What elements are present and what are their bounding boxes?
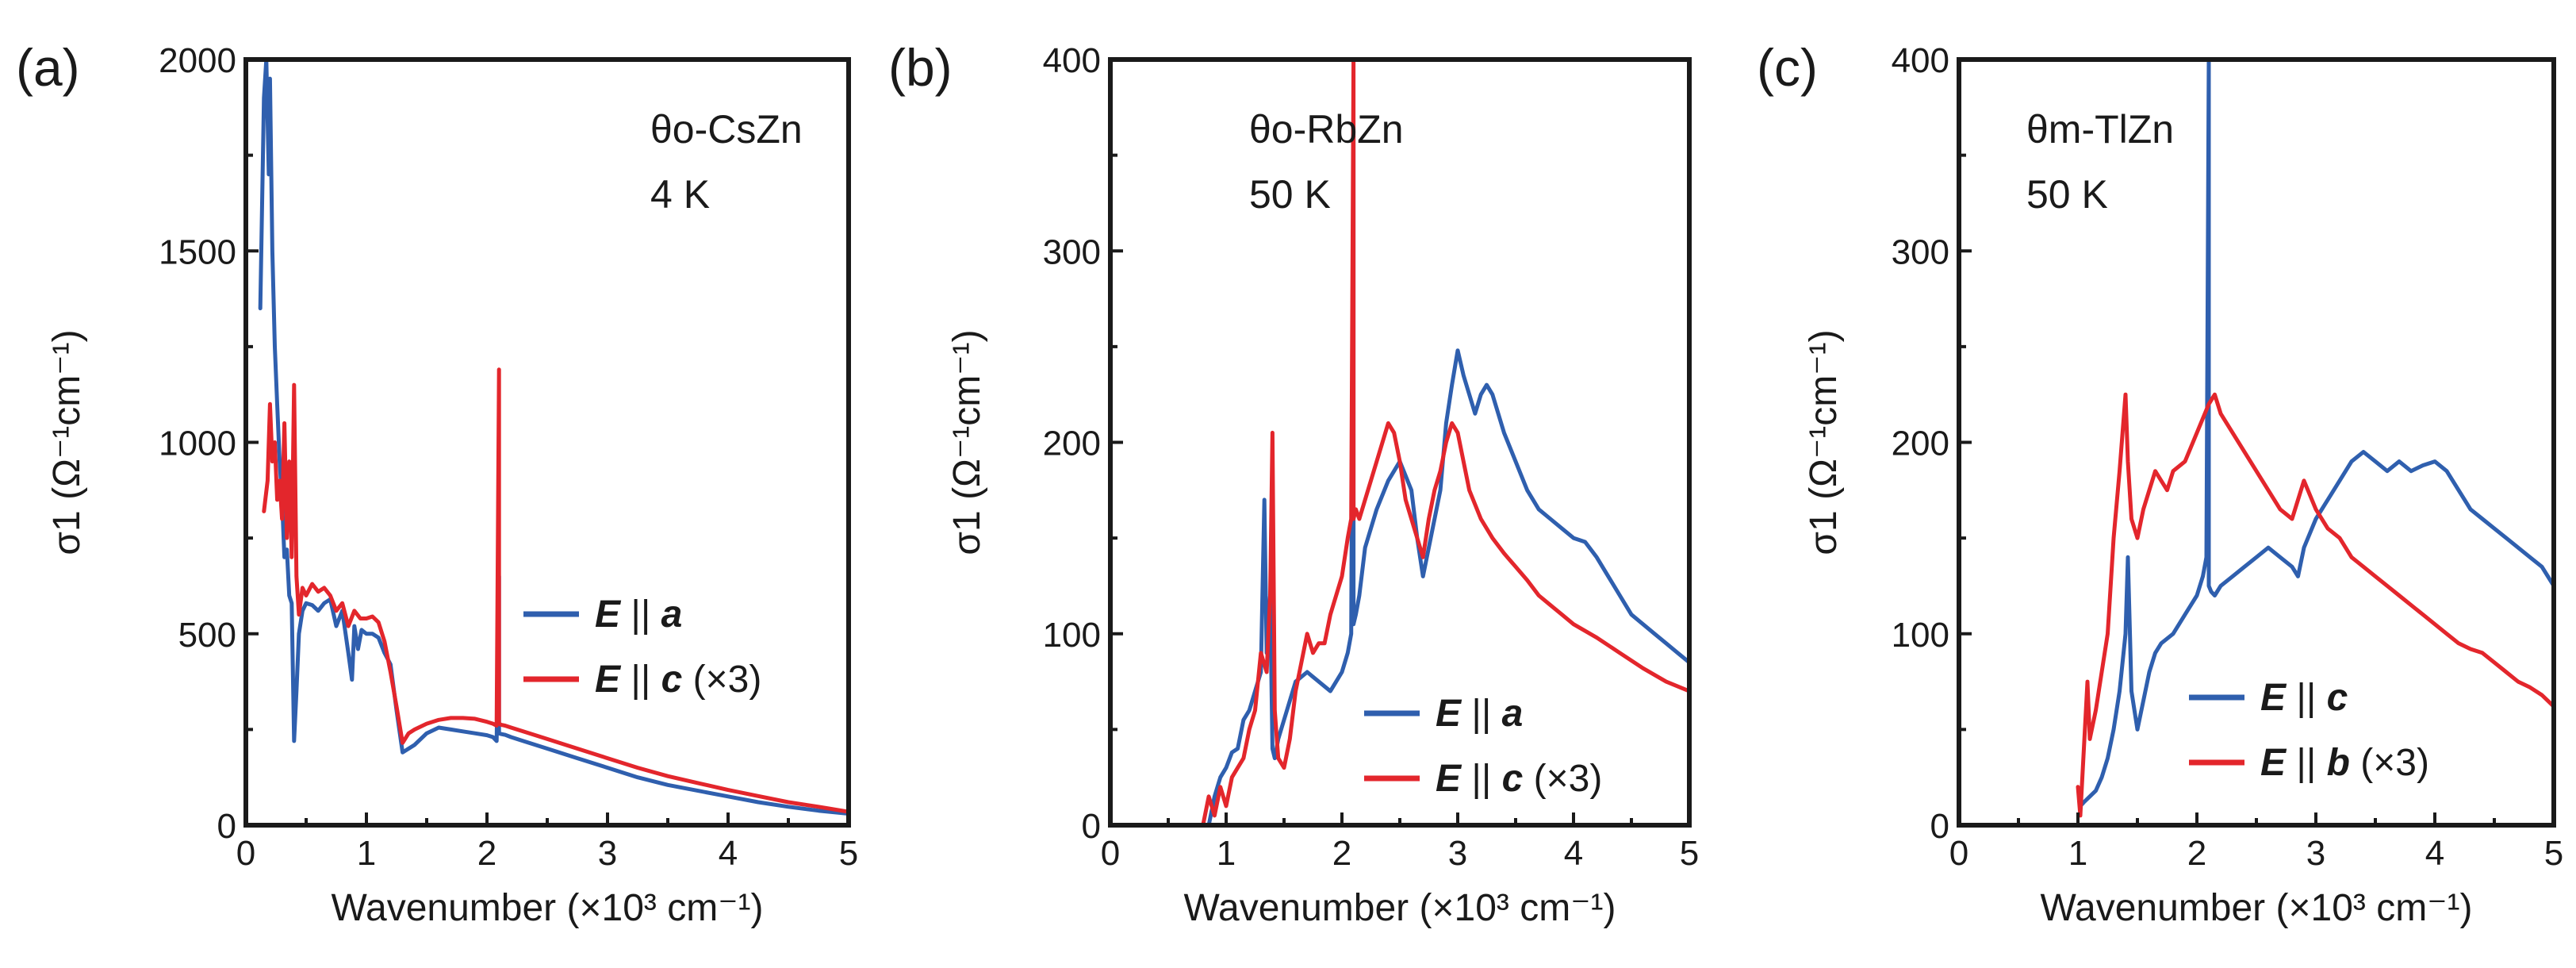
- legend-label-1: E || a: [595, 593, 682, 636]
- x-tick-label: 1: [357, 834, 376, 873]
- series-group: [1201, 60, 1689, 825]
- x-tick-label: 4: [1564, 834, 1583, 873]
- sample-annotation-line-1: θo-CsZn: [650, 107, 803, 152]
- chart-panel-a: (a) 0 1 2 3 4 5 0 500 1000 1500 2000 Wavenumber (×10…: [16, 38, 858, 929]
- y-axis-label: σ1 (Ω⁻¹cm⁻¹): [46, 329, 88, 555]
- y-tick-label: 100: [1043, 616, 1101, 655]
- x-tick-label: 0: [1101, 834, 1120, 873]
- series-line-1: [2078, 60, 2554, 809]
- legend-axis: c: [1502, 758, 1524, 800]
- series-group: [2076, 60, 2554, 818]
- y-tick-label: 100: [1892, 616, 1949, 655]
- chart-panel-c: (c) 0 1 2 3 4 5 0 100 200 300 400 Wavenumber (×10³ c…: [1757, 38, 2563, 929]
- legend-separator: ||: [2286, 677, 2327, 719]
- x-tick-label: 2: [1332, 834, 1351, 873]
- y-tick-label: 200: [1043, 424, 1101, 463]
- legend-separator: ||: [1461, 693, 1502, 735]
- legend-label-2: E || c (×3): [1436, 758, 1602, 800]
- x-axis-label: Wavenumber (×10³ cm⁻¹): [2040, 887, 2472, 929]
- panel-label: (c): [1757, 38, 1818, 97]
- x-tick-label: 4: [2425, 834, 2444, 873]
- legend-separator: ||: [2286, 742, 2327, 784]
- series-line-1: [258, 60, 849, 816]
- y-tick-label: 200: [1892, 424, 1949, 463]
- legend-suffix: (×3): [682, 659, 761, 701]
- x-tick-label: 2: [2187, 834, 2206, 873]
- legend-axis: b: [2327, 742, 2350, 784]
- plot-frame: [243, 57, 851, 828]
- legend-separator: ||: [620, 659, 661, 701]
- series-line-2: [2076, 392, 2554, 818]
- legend-label-1: E || a: [1436, 693, 1523, 735]
- legend-separator: ||: [620, 593, 661, 636]
- chart-panel-b: (b) 0 1 2 3 4 5 0 100 200 300 400 Wavenumber (×10³ c…: [888, 38, 1699, 929]
- series-line-2: [262, 367, 849, 814]
- x-axis-label: Wavenumber (×10³ cm⁻¹): [331, 887, 763, 929]
- legend-axis: c: [2327, 677, 2348, 719]
- y-axis-label: σ1 (Ω⁻¹cm⁻¹): [1803, 329, 1845, 555]
- x-tick-label: 3: [1448, 834, 1467, 873]
- legend-field: E: [2260, 742, 2287, 784]
- y-tick-label: 0: [1930, 807, 1949, 846]
- legend-axis: a: [661, 593, 683, 636]
- plot-frame: [1108, 57, 1692, 828]
- x-tick-label: 3: [2306, 834, 2325, 873]
- y-tick-label: 400: [1892, 41, 1949, 80]
- y-tick-label: 1500: [159, 232, 236, 271]
- legend-label-2: E || b (×3): [2260, 742, 2429, 784]
- x-tick-label: 0: [236, 834, 255, 873]
- y-axis-label: σ1 (Ω⁻¹cm⁻¹): [946, 329, 988, 555]
- legend-suffix: (×3): [2350, 742, 2429, 784]
- y-tick-label: 0: [217, 807, 236, 846]
- y-tick-label: 400: [1043, 41, 1101, 80]
- x-tick-label: 1: [2068, 834, 2087, 873]
- x-tick-label: 0: [1949, 834, 1968, 873]
- sample-annotation-line-1: θo-RbZn: [1249, 107, 1404, 152]
- legend-label-2: E || c (×3): [595, 659, 761, 701]
- y-tick-label: 0: [1082, 807, 1101, 846]
- x-tick-label: 3: [598, 834, 617, 873]
- sample-annotation-line-2: 50 K: [2026, 172, 2108, 217]
- x-tick-label: 2: [477, 834, 496, 873]
- y-tick-label: 2000: [159, 41, 236, 80]
- panel-label: (a): [16, 38, 80, 97]
- y-tick-label: 1000: [159, 424, 236, 463]
- x-tick-label: 5: [839, 834, 858, 873]
- legend-label-1: E || c: [2260, 677, 2348, 719]
- series-line-2: [1201, 60, 1689, 825]
- x-tick-label: 4: [719, 834, 738, 873]
- x-tick-label: 5: [1680, 834, 1699, 873]
- series-group: [258, 60, 849, 816]
- legend-field: E: [1436, 758, 1462, 800]
- y-tick-label: 300: [1892, 232, 1949, 271]
- legend-field: E: [2260, 677, 2287, 719]
- legend-axis: c: [661, 659, 683, 701]
- legend-field: E: [1436, 693, 1462, 735]
- legend-axis: a: [1502, 693, 1524, 735]
- legend-field: E: [595, 659, 622, 701]
- panel-label: (b): [888, 38, 953, 97]
- x-tick-label: 1: [1217, 834, 1236, 873]
- sample-annotation-line-2: 50 K: [1249, 172, 1331, 217]
- legend-field: E: [595, 593, 622, 636]
- sample-annotation-line-2: 4 K: [650, 172, 710, 217]
- x-tick-label: 5: [2544, 834, 2563, 873]
- y-tick-label: 300: [1043, 232, 1101, 271]
- legend-separator: ||: [1461, 758, 1502, 800]
- y-tick-label: 500: [178, 616, 236, 655]
- legend-suffix: (×3): [1523, 758, 1602, 800]
- sample-annotation-line-1: θm-TlZn: [2026, 107, 2174, 152]
- x-axis-label: Wavenumber (×10³ cm⁻¹): [1183, 887, 1616, 929]
